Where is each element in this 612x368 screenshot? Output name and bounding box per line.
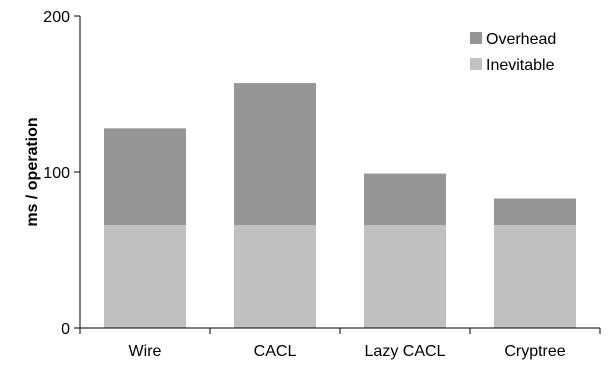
legend-label-overhead: Overhead bbox=[486, 31, 556, 48]
bar-inevitable-cryptree bbox=[494, 225, 576, 328]
legend-label-inevitable: Inevitable bbox=[486, 57, 555, 74]
bar-inevitable-cacl bbox=[234, 225, 316, 328]
bar-overhead-cryptree bbox=[494, 198, 576, 226]
bar-overhead-wire bbox=[104, 128, 186, 226]
x-tick-label: Wire bbox=[129, 343, 162, 360]
bars-group bbox=[104, 83, 576, 328]
x-tick-label: Lazy CACL bbox=[365, 343, 446, 360]
y-axis-title: ms / operation bbox=[24, 117, 41, 226]
bar-overhead-lazy-cacl bbox=[364, 173, 446, 226]
y-tick-label: 100 bbox=[43, 165, 70, 182]
y-tick-label: 0 bbox=[61, 321, 70, 338]
y-tick-label: 200 bbox=[43, 9, 70, 26]
bar-overhead-cacl bbox=[234, 83, 316, 226]
bar-inevitable-wire bbox=[104, 225, 186, 328]
y-ticks-group: 0 100 200 bbox=[43, 9, 80, 338]
x-tick-label: CACL bbox=[254, 343, 297, 360]
legend-swatch-inevitable bbox=[470, 58, 482, 70]
x-ticks-group: Wire CACL Lazy CACL Cryptree bbox=[79, 328, 601, 360]
x-tick-label: Cryptree bbox=[504, 343, 565, 360]
legend: Overhead Inevitable bbox=[470, 31, 556, 74]
bar-inevitable-lazy-cacl bbox=[364, 225, 446, 328]
legend-swatch-overhead bbox=[470, 32, 482, 44]
